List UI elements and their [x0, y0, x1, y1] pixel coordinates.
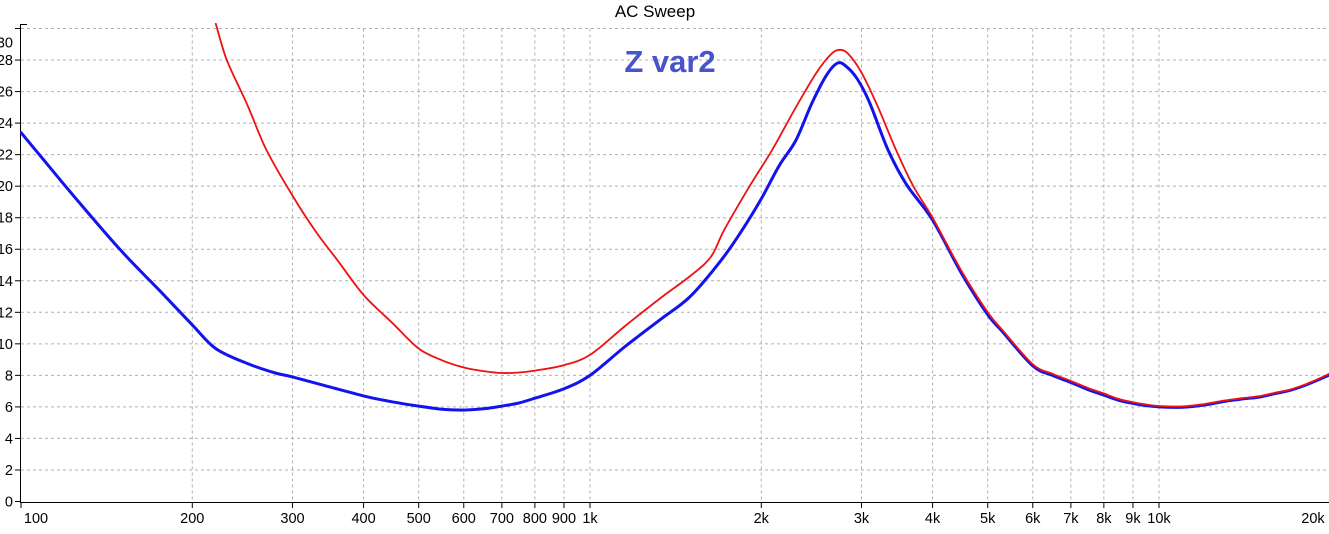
series-annotation-label: Z var2 [624, 44, 715, 79]
x-tick-label: 3k [854, 511, 870, 527]
grid-layer [21, 28, 1329, 502]
y-tick-label: 18 [0, 211, 13, 227]
x-tick-label: 9k [1125, 511, 1141, 527]
y-tick-label: 8 [5, 368, 13, 384]
x-tick-label: 5k [980, 511, 996, 527]
y-tick-label: 20 [0, 179, 13, 195]
x-tick-label: 600 [452, 511, 476, 527]
curves-layer [20, 23, 1329, 412]
y-tick-label: 30 [0, 36, 13, 52]
x-tick-label: 100 [24, 511, 48, 527]
x-tick-label: 4k [925, 511, 941, 527]
x-tick-label: 400 [351, 511, 375, 527]
x-tick-label: 2k [754, 511, 770, 527]
x-tick-label: 20k [1301, 511, 1325, 527]
x-tick-label: 200 [180, 511, 204, 527]
impedance-curve-red [214, 23, 1329, 408]
x-tick-label: 900 [552, 511, 576, 527]
x-tick-label: 7k [1063, 511, 1079, 527]
y-tick-label: 24 [0, 116, 13, 132]
x-tick-label: 700 [490, 511, 514, 527]
y-tick-label: 28 [0, 53, 13, 69]
y-tick-label: 12 [0, 305, 13, 321]
y-tick-label: 22 [0, 148, 13, 164]
y-tick-label: 14 [0, 274, 13, 290]
x-tick-label: 6k [1025, 511, 1041, 527]
chart-title: AC Sweep [615, 2, 695, 21]
y-tick-label: 0 [5, 495, 13, 511]
y-tick-label: 2 [5, 463, 13, 479]
x-tick-label: 10k [1147, 511, 1171, 527]
y-tick-label: 6 [5, 400, 13, 416]
x-tick-label: 1k [582, 511, 598, 527]
x-tick-label: 500 [407, 511, 431, 527]
y-tick-label: 16 [0, 242, 13, 258]
x-tick-label: 300 [280, 511, 304, 527]
y-tick-label: 26 [0, 85, 13, 101]
x-tick-label: 800 [523, 511, 547, 527]
x-tick-label: 8k [1096, 511, 1112, 527]
y-tick-label: 4 [5, 431, 13, 447]
y-tick-label: 10 [0, 337, 13, 353]
impedance-curve-blue [20, 61, 1329, 412]
